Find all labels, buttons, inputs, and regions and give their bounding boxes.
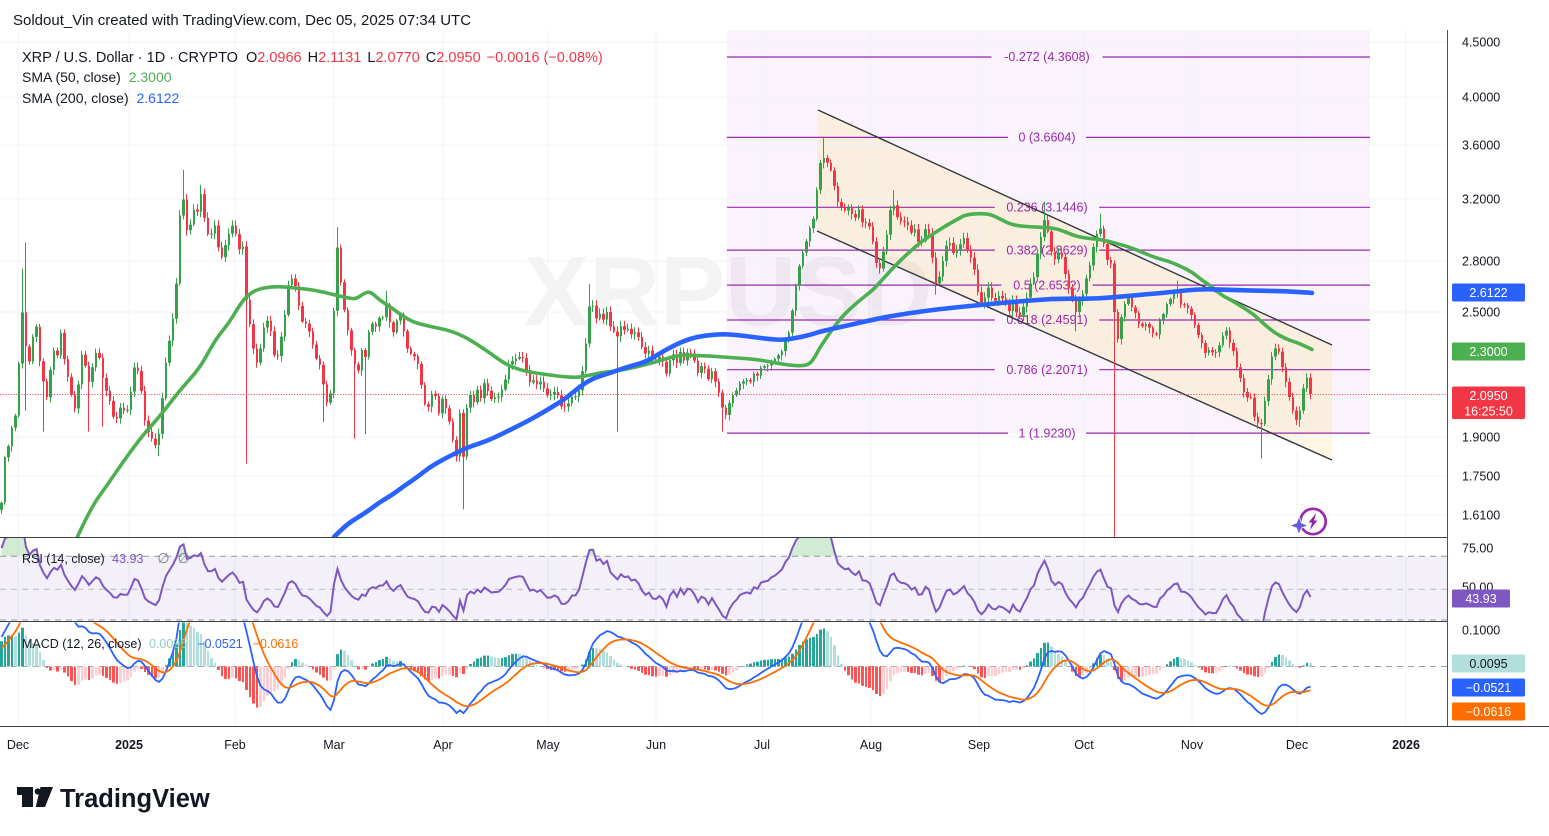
svg-text:2.3000: 2.3000: [1469, 345, 1507, 359]
svg-text:Mar: Mar: [323, 738, 345, 752]
svg-text:2.8000: 2.8000: [1462, 254, 1500, 268]
svg-text:RSI (14, close) 43.93∅∅: RSI (14, close) 43.93 ∅ ∅: [22, 550, 190, 566]
svg-text:Feb: Feb: [224, 738, 246, 752]
svg-text:16:25:50: 16:25:50: [1464, 405, 1513, 419]
svg-text:Dec: Dec: [7, 738, 29, 752]
svg-text:May: May: [536, 738, 560, 752]
svg-text:2025: 2025: [115, 738, 143, 752]
svg-text:Apr: Apr: [433, 738, 452, 752]
svg-text:SMA (50, close) 2.3000: SMA (50, close) 2.3000: [22, 69, 172, 85]
svg-text:1.9000: 1.9000: [1462, 430, 1500, 444]
svg-text:Jun: Jun: [646, 738, 666, 752]
svg-text:0.0095: 0.0095: [1469, 657, 1507, 671]
svg-text:Nov: Nov: [1181, 738, 1204, 752]
svg-text:Dec: Dec: [1286, 738, 1308, 752]
svg-text:2.6122: 2.6122: [1469, 286, 1507, 300]
svg-text:SMA (200, close) 2.6122: SMA (200, close) 2.6122: [22, 90, 180, 106]
svg-text:−0.0616: −0.0616: [1466, 705, 1512, 719]
svg-text:Oct: Oct: [1074, 738, 1094, 752]
svg-text:3.6000: 3.6000: [1462, 138, 1500, 152]
svg-text:1.6100: 1.6100: [1462, 508, 1500, 522]
svg-text:0 (3.6604): 0 (3.6604): [1019, 131, 1076, 145]
svg-text:2.5000: 2.5000: [1462, 305, 1500, 319]
svg-text:Aug: Aug: [860, 738, 882, 752]
svg-text:XRP / U.S. Dollar · 1D · CRYPT: XRP / U.S. Dollar · 1D · CRYPTO O2.0966 H2…: [22, 50, 603, 66]
svg-text:0.786 (2.2071): 0.786 (2.2071): [1006, 363, 1087, 377]
svg-text:XRPUSD: XRPUSD: [524, 236, 932, 346]
svg-text:0.382 (2.8629): 0.382 (2.8629): [1006, 243, 1087, 257]
svg-text:0.236 (3.1446): 0.236 (3.1446): [1006, 201, 1087, 215]
svg-text:2.0950: 2.0950: [1469, 389, 1507, 403]
svg-text:1.7500: 1.7500: [1462, 469, 1500, 483]
svg-text:43.93: 43.93: [1465, 592, 1496, 606]
svg-text:Jul: Jul: [754, 738, 770, 752]
svg-text:75.00: 75.00: [1462, 541, 1493, 555]
svg-text:2026: 2026: [1392, 738, 1420, 752]
svg-text:MACD (12, 26, close) 0.0095−0.: MACD (12, 26, close) 0.0095 −0.0521 −0.061…: [22, 637, 298, 651]
svg-text:TradingView: TradingView: [60, 785, 210, 813]
svg-text:4.5000: 4.5000: [1462, 35, 1500, 49]
svg-text:Soldout_Vin created with Tradi: Soldout_Vin created with TradingView.com…: [13, 12, 471, 29]
svg-text:0.1000: 0.1000: [1462, 623, 1500, 637]
svg-text:−0.0521: −0.0521: [1466, 681, 1512, 695]
svg-text:Sep: Sep: [968, 738, 990, 752]
svg-text:3.2000: 3.2000: [1462, 192, 1500, 206]
svg-text:4.0000: 4.0000: [1462, 90, 1500, 104]
svg-text:0.5 (2.6532): 0.5 (2.6532): [1013, 278, 1080, 292]
svg-text:-0.272 (4.3608): -0.272 (4.3608): [1004, 50, 1089, 64]
svg-text:1 (1.9230): 1 (1.9230): [1019, 426, 1076, 440]
